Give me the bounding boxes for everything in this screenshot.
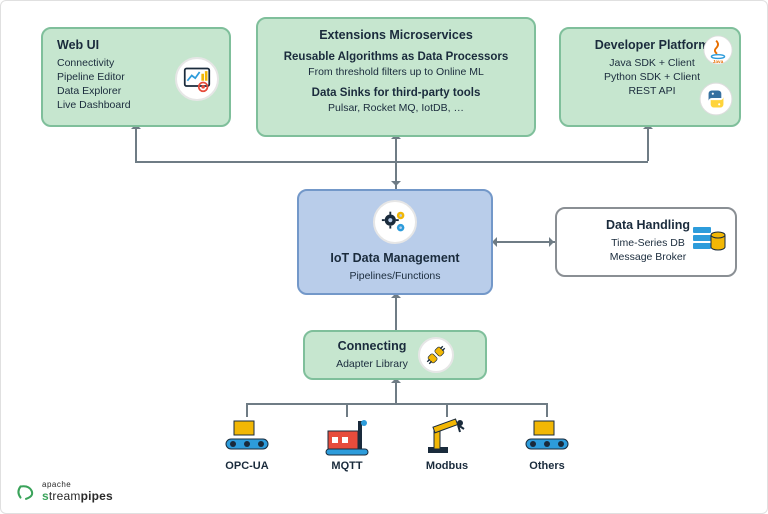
box-web-ui: Web UI Connectivity Pipeline Editor Data… [41, 27, 231, 127]
ext-s2-desc: Pulsar, Rocket MQ, IotDB, … [268, 101, 524, 115]
python-icon [699, 82, 733, 121]
box-extensions: Extensions Microservices Reusable Algori… [256, 17, 536, 137]
connector-bus-top [135, 161, 648, 163]
connector-proto-2 [346, 403, 348, 417]
conveyor-icon [222, 417, 272, 457]
box-data-handling: Data Handling Time-Series DB Message Bro… [555, 207, 737, 277]
protocol-modbus: Modbus [407, 417, 487, 472]
protocol-opcua: OPC-UA [207, 417, 287, 472]
connector-proto-4 [546, 403, 548, 417]
box-developer-platform: Developer Platform Java SDK + Client Pyt… [559, 27, 741, 127]
box-iot-data-management: IoT Data Management Pipelines/Functions [297, 189, 493, 295]
dashboard-icon [175, 57, 219, 101]
java-icon: Java [703, 35, 733, 70]
conveyor-icon [522, 417, 572, 457]
gears-icon [373, 200, 417, 244]
connector-proto-1 [246, 403, 248, 417]
connector-connecting-down [395, 380, 397, 404]
protocol-mqtt: MQTT [307, 417, 387, 472]
conn-title: Connecting [336, 338, 408, 355]
connector-webui-drop [135, 127, 137, 161]
core-subtitle: Pipelines/Functions [349, 269, 440, 283]
protocol-others-label: Others [507, 460, 587, 472]
robot-arm-icon [422, 417, 472, 457]
ext-s1-title: Reusable Algorithms as Data Processors [268, 50, 524, 66]
connector-proto-3 [446, 403, 448, 417]
conn-subtitle: Adapter Library [336, 357, 408, 371]
box-connecting: Connecting Adapter Library [303, 330, 487, 380]
protocol-mqtt-label: MQTT [307, 460, 387, 472]
connector-ext-drop [395, 137, 397, 161]
brand-logo: apache streampipes [15, 480, 113, 503]
connector-core-dh [493, 241, 555, 243]
streampipes-icon [15, 481, 37, 503]
connector-dev-drop [647, 127, 649, 161]
ext-s2-title: Data Sinks for third-party tools [268, 86, 524, 102]
ext-s1-desc: From threshold filters up to Online ML [268, 65, 524, 79]
core-title: IoT Data Management [330, 250, 459, 267]
brand-name: streampipes [42, 489, 113, 503]
webui-title: Web UI [57, 37, 219, 54]
plug-icon [418, 337, 454, 373]
protocol-opcua-label: OPC-UA [207, 460, 287, 472]
ext-title: Extensions Microservices [268, 27, 524, 44]
connector-core-connecting [395, 295, 397, 330]
factory-icon [322, 417, 372, 457]
protocol-others: Others [507, 417, 587, 472]
connector-protocol-bus [246, 403, 546, 405]
svg-text:Java: Java [713, 59, 724, 64]
brand-top: apache [42, 480, 113, 489]
database-icon [691, 223, 727, 264]
protocol-modbus-label: Modbus [407, 460, 487, 472]
